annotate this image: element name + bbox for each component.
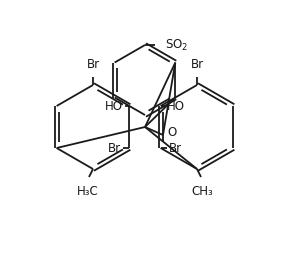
Text: Br: Br (191, 58, 204, 71)
Text: HO: HO (167, 100, 185, 112)
Text: H₃C: H₃C (77, 185, 99, 198)
Text: CH₃: CH₃ (191, 185, 213, 198)
Text: HO: HO (105, 100, 123, 112)
Text: O: O (167, 126, 176, 139)
Text: Br: Br (108, 142, 122, 155)
Text: Br: Br (86, 58, 99, 71)
Text: SO$_2$: SO$_2$ (165, 37, 188, 53)
Text: Br: Br (168, 142, 182, 155)
